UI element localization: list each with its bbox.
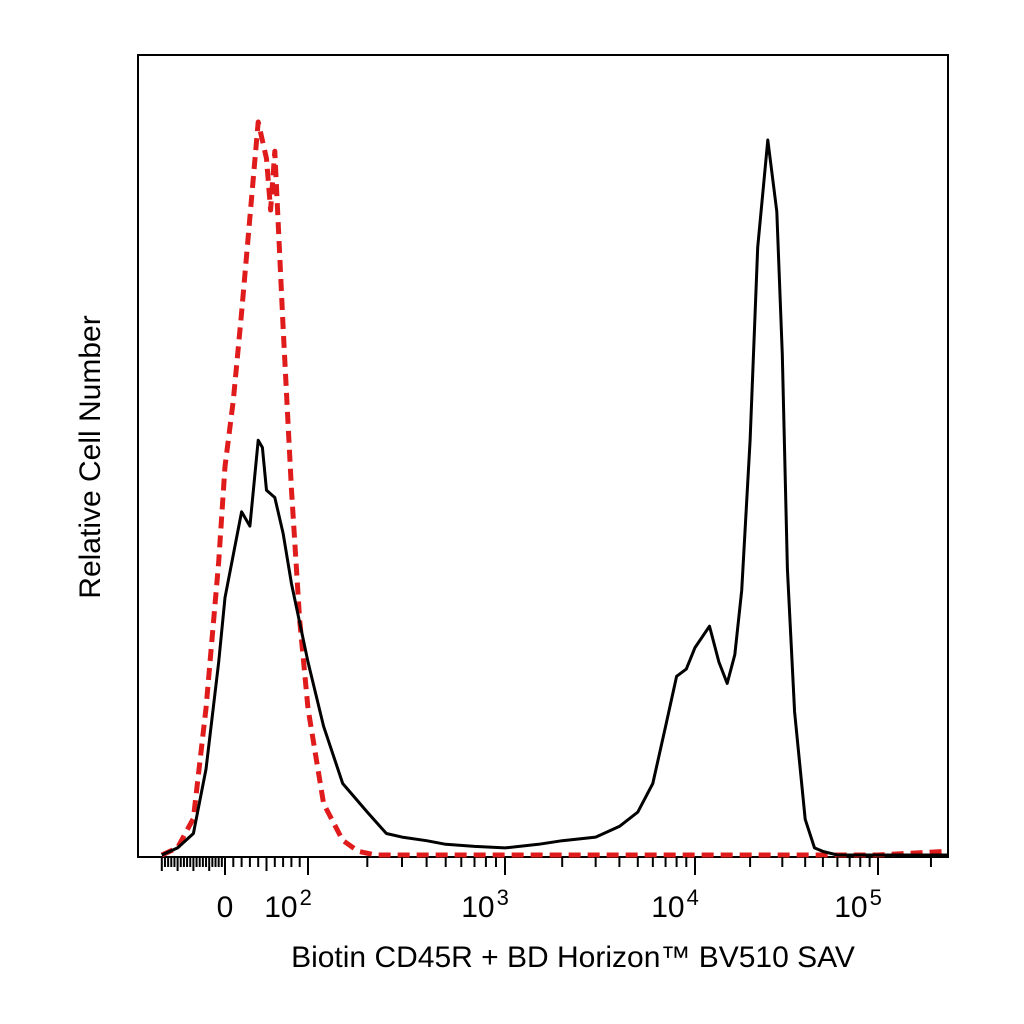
x-tick-label: 0 [217,891,234,924]
x-tick-label: 103 [461,885,509,924]
series-layer [160,119,948,858]
x-axis-title: Biotin CD45R + BD Horizon™ BV510 SAV [291,941,855,974]
plot-frame [137,54,949,858]
x-tick-label: 102 [264,885,312,924]
x-tick-label: 105 [834,885,882,924]
x-axis-ticks [160,857,932,875]
y-axis-title: Relative Cell Number [74,315,107,598]
x-tick-label: 104 [651,885,699,924]
x-axis-tick-labels: 0 102 103 104 105 [217,885,882,924]
series-line-2 [161,138,947,857]
series-line-1 [160,119,948,858]
